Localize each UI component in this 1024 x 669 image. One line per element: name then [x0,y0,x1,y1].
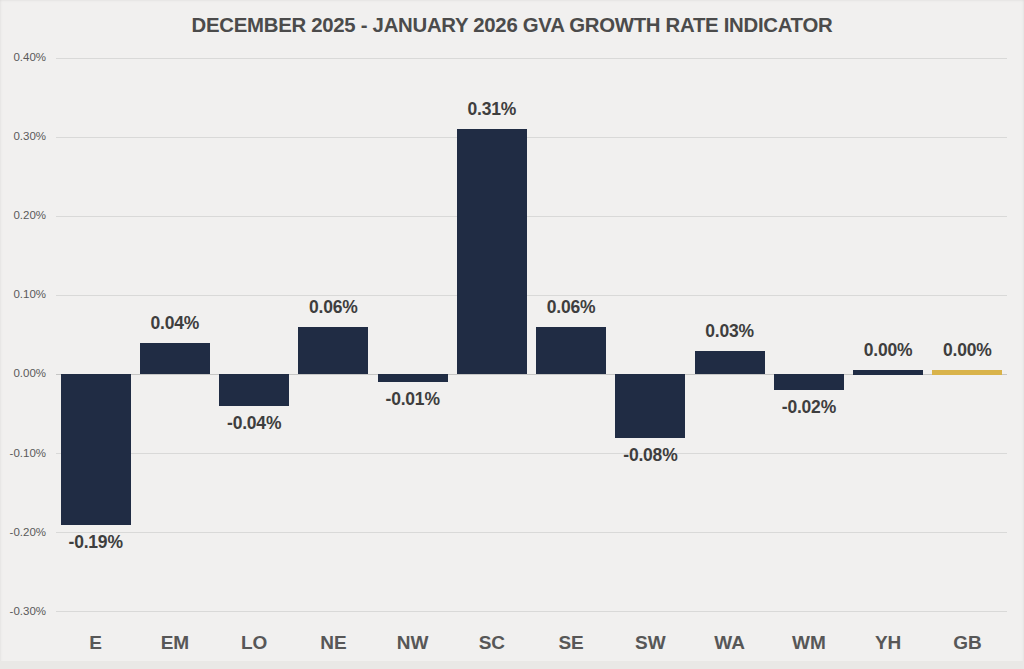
gridline [56,295,1007,296]
x-axis-label-sc: SC [452,632,532,654]
x-axis-label-nw: NW [373,632,453,654]
gva-growth-chart: DECEMBER 2025 - JANUARY 2026 GVA GROWTH … [0,0,1024,669]
gridline [56,216,1007,217]
bar-wm [774,374,844,390]
bar-ne [298,327,368,374]
x-axis-label-gb: GB [927,632,1007,654]
data-label-nw: -0.01% [368,389,458,410]
y-axis-tick-label: 0.10% [0,288,46,300]
data-label-wm: -0.02% [764,397,854,418]
x-axis-label-se: SE [531,632,611,654]
y-axis-tick-label: -0.20% [0,526,46,538]
gridline [56,137,1007,138]
y-axis-tick-label: 0.20% [0,209,46,221]
bar-sw [615,374,685,437]
y-axis-tick-label: 0.30% [0,130,46,142]
bar-e [61,374,131,524]
x-axis-label-wm: WM [769,632,849,654]
data-label-sw: -0.08% [605,445,695,466]
data-label-yh: 0.00% [843,340,933,361]
bar-wa [695,351,765,375]
gridline [56,453,1007,454]
bar-yh [853,370,923,375]
y-axis-tick-label: 0.00% [0,367,46,379]
x-axis-label-e: E [56,632,136,654]
x-axis-label-yh: YH [848,632,928,654]
x-axis-label-sw: SW [610,632,690,654]
data-label-sc: 0.31% [447,99,537,120]
plot-area: 0.40% 0.30% 0.20% 0.10% 0.00% -0.10% -0.20% -0.… [0,0,1024,669]
x-axis-label-ne: NE [293,632,373,654]
bar-sc [457,129,527,374]
x-axis-label-em: EM [135,632,215,654]
window-bottom-edge [0,661,1024,669]
bar-nw [378,374,448,382]
x-axis-label-lo: LO [214,632,294,654]
y-axis-tick-label: -0.30% [0,605,46,617]
data-label-e: -0.19% [51,532,141,553]
data-label-lo: -0.04% [209,413,299,434]
gridline [56,58,1007,59]
bar-lo [219,374,289,406]
bar-gb [932,370,1002,375]
data-label-se: 0.06% [526,297,616,318]
y-axis-tick-label: 0.40% [0,51,46,63]
data-label-wa: 0.03% [685,321,775,342]
x-axis-label-wa: WA [690,632,770,654]
data-label-em: 0.04% [130,313,220,334]
data-label-ne: 0.06% [288,297,378,318]
y-axis-tick-label: -0.10% [0,447,46,459]
data-label-gb: 0.00% [922,340,1012,361]
gridline [56,532,1007,533]
gridline [56,611,1007,612]
bar-se [536,327,606,374]
bar-em [140,343,210,375]
